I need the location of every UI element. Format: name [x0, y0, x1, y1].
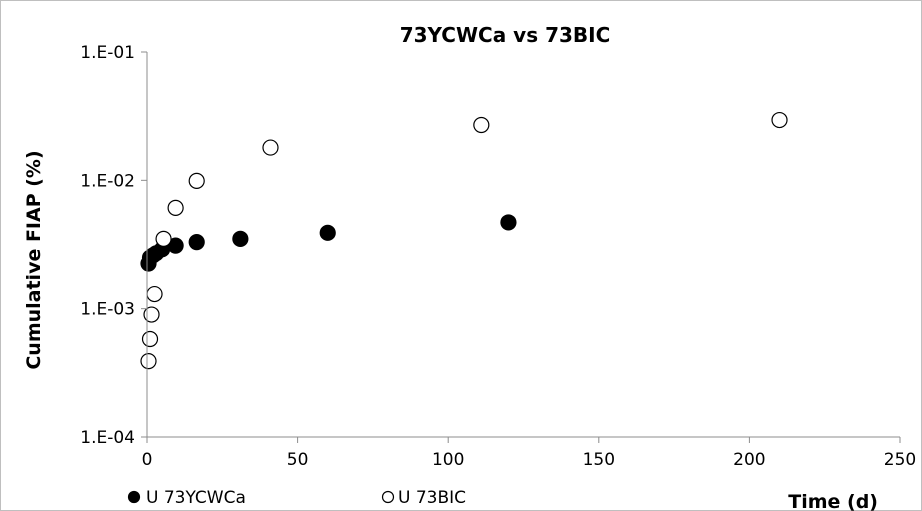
open-marker-point [188, 172, 205, 189]
open-marker-point [262, 139, 279, 156]
open-marker-point [140, 353, 157, 370]
open-marker-point [473, 116, 490, 134]
filled-marker-point [500, 214, 517, 231]
x-tick-label: 100 [432, 450, 464, 470]
plot-area [140, 111, 788, 370]
x-tick-label: 0 [142, 450, 153, 470]
legend-marker-1 [127, 490, 141, 504]
filled-marker-point [232, 230, 249, 247]
y-tick-label: 1.E-03 [80, 300, 135, 320]
legend: U 73YCWCa U 73BIC [127, 488, 466, 508]
y-axis: 1.E-04 1.E-03 1.E-02 1.E-01 [80, 43, 148, 448]
x-tick-label: 50 [287, 450, 309, 470]
x-axis: 0 50 100 150 200 250 [142, 436, 916, 470]
open-marker-point [771, 111, 788, 129]
open-marker-point [155, 230, 172, 247]
chart-title: 73YCWCa vs 73BIC [400, 23, 611, 47]
y-tick-label: 1.E-04 [80, 428, 135, 448]
open-marker-point [143, 306, 160, 323]
y-tick-label: 1.E-01 [80, 43, 135, 63]
open-marker-point [146, 285, 163, 303]
legend-marker-2 [381, 490, 395, 504]
x-tick-label: 150 [583, 450, 615, 470]
filled-marker-point [167, 237, 184, 254]
x-axis-title: Time (d) [788, 491, 878, 511]
x-tick-label: 250 [884, 450, 916, 470]
open-marker-point [141, 330, 159, 348]
open-marker-point [167, 199, 184, 216]
legend-label-2: U 73BIC [398, 488, 466, 508]
y-tick-label: 1.E-02 [80, 171, 135, 191]
filled-marker-point [188, 234, 205, 251]
filled-marker-point [319, 224, 336, 241]
x-tick-label: 200 [733, 450, 765, 470]
legend-label-1: U 73YCWCa [146, 488, 246, 508]
y-axis-title: Cumulative FIAP (%) [23, 150, 45, 369]
